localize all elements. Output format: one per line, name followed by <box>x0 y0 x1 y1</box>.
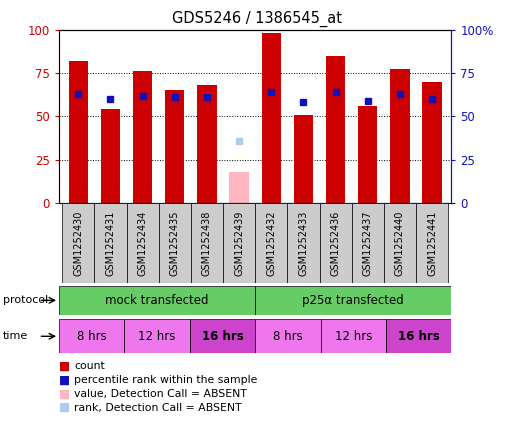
Text: GSM1252434: GSM1252434 <box>137 211 148 276</box>
Bar <box>94 203 127 283</box>
Text: mock transfected: mock transfected <box>105 294 209 307</box>
Bar <box>255 203 287 283</box>
Text: GSM1252433: GSM1252433 <box>299 211 308 276</box>
Bar <box>390 69 409 203</box>
Bar <box>159 203 191 283</box>
Bar <box>423 82 442 203</box>
Bar <box>223 203 255 283</box>
Bar <box>127 203 159 283</box>
Bar <box>165 91 185 203</box>
Bar <box>386 319 451 353</box>
Bar <box>190 319 255 353</box>
Text: ■: ■ <box>59 401 70 414</box>
Text: GSM1252437: GSM1252437 <box>363 211 373 276</box>
Text: GSM1252432: GSM1252432 <box>266 211 277 276</box>
Bar <box>262 33 281 203</box>
Bar <box>133 71 152 203</box>
Text: ■: ■ <box>59 374 70 386</box>
Text: 8 hrs: 8 hrs <box>77 330 107 343</box>
Bar <box>69 61 88 203</box>
Text: GSM1252440: GSM1252440 <box>395 211 405 276</box>
Text: p25α transfected: p25α transfected <box>303 294 404 307</box>
Bar <box>358 106 378 203</box>
Text: 16 hrs: 16 hrs <box>398 330 440 343</box>
Bar <box>384 203 416 283</box>
Bar <box>320 203 352 283</box>
Text: GSM1252435: GSM1252435 <box>170 211 180 276</box>
Text: 8 hrs: 8 hrs <box>273 330 303 343</box>
Text: value, Detection Call = ABSENT: value, Detection Call = ABSENT <box>74 389 247 399</box>
Bar <box>198 85 216 203</box>
Text: GSM1252438: GSM1252438 <box>202 211 212 276</box>
Text: rank, Detection Call = ABSENT: rank, Detection Call = ABSENT <box>74 403 242 413</box>
Text: 16 hrs: 16 hrs <box>202 330 243 343</box>
Bar <box>124 319 190 353</box>
Bar <box>321 319 386 353</box>
Bar <box>352 203 384 283</box>
Bar <box>229 172 249 203</box>
Bar <box>416 203 448 283</box>
Text: GSM1252430: GSM1252430 <box>73 211 83 276</box>
Bar <box>59 319 124 353</box>
Text: 12 hrs: 12 hrs <box>139 330 176 343</box>
Text: count: count <box>74 361 105 371</box>
Text: ■: ■ <box>59 360 70 372</box>
Text: GSM1252431: GSM1252431 <box>106 211 115 276</box>
Bar <box>326 55 345 203</box>
Text: GSM1252441: GSM1252441 <box>427 211 437 276</box>
Bar <box>287 203 320 283</box>
Bar <box>101 110 120 203</box>
Bar <box>255 319 321 353</box>
Bar <box>59 286 255 315</box>
Text: ■: ■ <box>59 387 70 400</box>
Text: GSM1252436: GSM1252436 <box>331 211 341 276</box>
Bar <box>62 203 94 283</box>
Bar <box>255 286 451 315</box>
Text: percentile rank within the sample: percentile rank within the sample <box>74 375 258 385</box>
Text: GSM1252439: GSM1252439 <box>234 211 244 276</box>
Text: GDS5246 / 1386545_at: GDS5246 / 1386545_at <box>171 11 342 27</box>
Text: protocol: protocol <box>3 295 48 305</box>
Text: 12 hrs: 12 hrs <box>334 330 372 343</box>
Bar <box>294 115 313 203</box>
Bar <box>191 203 223 283</box>
Text: time: time <box>3 331 28 341</box>
